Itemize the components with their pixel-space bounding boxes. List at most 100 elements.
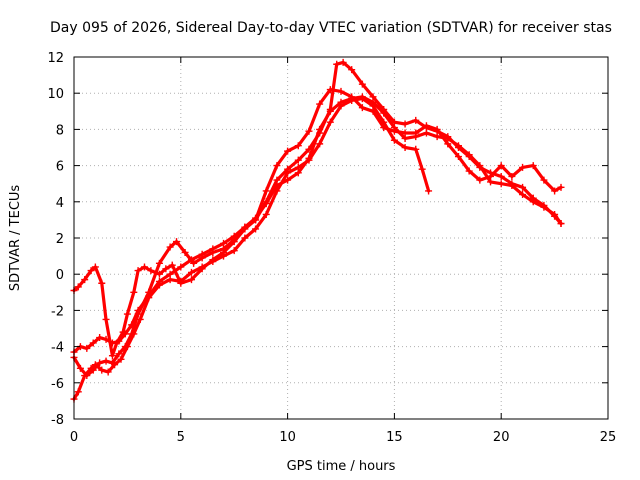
y-axis-label: SDTVAR / TECUs [8, 185, 23, 292]
x-tick-label: 15 [386, 430, 403, 445]
data-point-marker [519, 163, 527, 171]
data-point-marker [173, 238, 181, 246]
data-point-marker [348, 95, 356, 103]
data-point-marker [465, 167, 473, 175]
axis-ticks: 0 5 10 15 20 25 -8 -6 -4 -2 0 2 4 6 8 10 12 [47, 51, 616, 445]
data-point-marker [102, 315, 110, 323]
data-point-marker [294, 142, 302, 150]
data-point-marker [358, 104, 366, 112]
data-point-marker [316, 100, 324, 108]
data-point-marker [294, 169, 302, 177]
data-point-marker [209, 258, 217, 266]
data-point-marker [230, 232, 238, 240]
data-point-marker [476, 162, 484, 170]
data-point-marker [187, 256, 195, 264]
data-point-marker [147, 267, 155, 275]
data-point-marker [108, 352, 116, 360]
y-tick-label: -8 [51, 413, 64, 428]
data-point-marker [454, 142, 462, 150]
chart-title: Day 095 of 2026, Sidereal Day-to-day VTE… [50, 20, 612, 36]
data-point-marker [140, 263, 148, 271]
data-point-marker [540, 203, 548, 211]
data-point-marker [412, 133, 420, 141]
series-trace-3 [70, 95, 433, 403]
data-point-marker [104, 368, 112, 376]
data-series [70, 58, 565, 403]
data-point-marker [369, 98, 377, 106]
data-point-marker [390, 124, 398, 132]
data-point-marker [96, 359, 104, 367]
data-point-marker [123, 310, 131, 318]
data-point-marker [74, 388, 82, 396]
series-line [72, 95, 563, 354]
y-tick-label: 8 [56, 123, 64, 138]
data-point-marker [358, 93, 366, 101]
x-tick-label: 25 [600, 430, 617, 445]
data-point-marker [412, 145, 420, 153]
data-point-marker [316, 125, 324, 133]
data-point-marker [557, 220, 565, 228]
y-tick-label: -6 [51, 377, 64, 392]
data-point-marker [284, 147, 292, 155]
data-point-marker [380, 109, 388, 117]
data-point-marker [557, 183, 565, 191]
data-point-marker [74, 283, 82, 291]
data-point-marker [102, 357, 110, 365]
y-tick-label: 0 [56, 268, 64, 283]
data-point-marker [305, 127, 313, 135]
x-tick-label: 0 [70, 430, 78, 445]
data-point-marker [166, 270, 174, 278]
x-tick-label: 5 [177, 430, 185, 445]
data-point-marker [76, 364, 84, 372]
data-point-marker [508, 172, 516, 180]
data-point-marker [121, 330, 129, 338]
data-point-marker [102, 335, 110, 343]
data-point-marker [166, 243, 174, 251]
y-tick-label: 2 [56, 232, 64, 247]
y-tick-label: -4 [51, 341, 64, 356]
data-point-marker [380, 118, 388, 126]
data-point-marker [476, 176, 484, 184]
data-point-marker [96, 334, 104, 342]
data-point-marker [89, 339, 97, 347]
data-point-marker [91, 263, 99, 271]
data-point-marker [241, 234, 249, 242]
data-point-marker [136, 315, 144, 323]
data-point-marker [401, 134, 409, 142]
data-point-marker [252, 225, 260, 233]
data-point-marker [190, 259, 198, 267]
y-tick-label: 12 [47, 51, 64, 66]
data-point-marker [181, 248, 189, 256]
data-point-marker [401, 120, 409, 128]
data-point-marker [198, 263, 206, 271]
data-point-marker [422, 129, 430, 137]
data-point-marker [155, 277, 163, 285]
data-point-marker [187, 276, 195, 284]
data-point-marker [134, 306, 142, 314]
data-point-marker [497, 162, 505, 170]
y-tick-label: 6 [56, 160, 64, 175]
data-point-marker [177, 263, 185, 271]
data-point-marker [425, 187, 433, 195]
data-point-marker [519, 191, 527, 199]
data-point-marker [123, 343, 131, 351]
data-point-marker [209, 245, 217, 253]
series-trace-1 [70, 86, 565, 360]
data-point-marker [241, 223, 249, 231]
data-point-marker [333, 60, 341, 68]
data-point-marker [220, 252, 228, 260]
data-point-marker [433, 133, 441, 141]
series-trace-4 [70, 93, 565, 356]
data-point-marker [115, 337, 123, 345]
data-point-marker [284, 169, 292, 177]
series-line [72, 97, 431, 401]
data-point-marker [529, 162, 537, 170]
data-point-marker [128, 321, 136, 329]
data-point-marker [326, 107, 334, 115]
data-point-marker [83, 344, 91, 352]
data-point-marker [358, 80, 366, 88]
data-point-marker [98, 279, 106, 287]
data-point-marker [444, 134, 452, 142]
data-point-marker [162, 265, 170, 273]
data-point-marker [177, 277, 185, 285]
